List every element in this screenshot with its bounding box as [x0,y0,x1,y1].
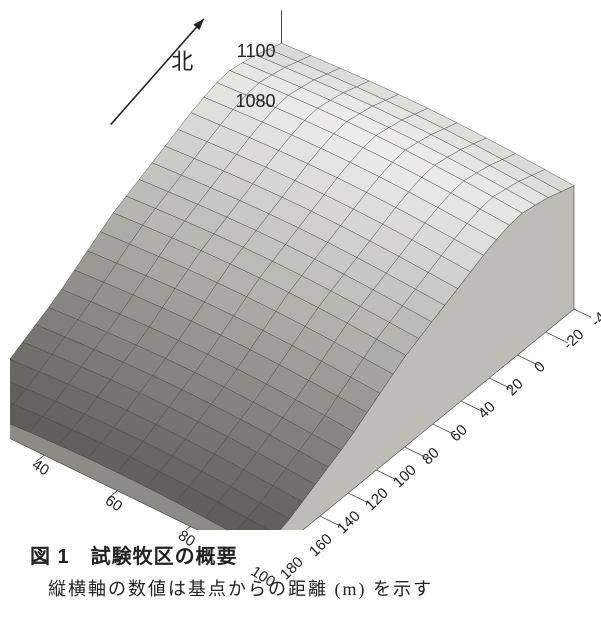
z-tick-1080: 1080 [216,91,276,112]
figure-subcaption: 縦横軸の数値は基点からの距離 (m) を示す [48,575,570,601]
figure-caption: 図 1 試験牧区の概要 縦横軸の数値は基点からの距離 (m) を示す [30,540,570,601]
figure-title: 図 1 試験牧区の概要 [30,540,570,569]
surface-chart: 北 1100 1080 -40-200204060801001201401601… [10,10,591,530]
z-tick-1100: 1100 [216,41,276,62]
north-label: 北 [171,44,193,76]
